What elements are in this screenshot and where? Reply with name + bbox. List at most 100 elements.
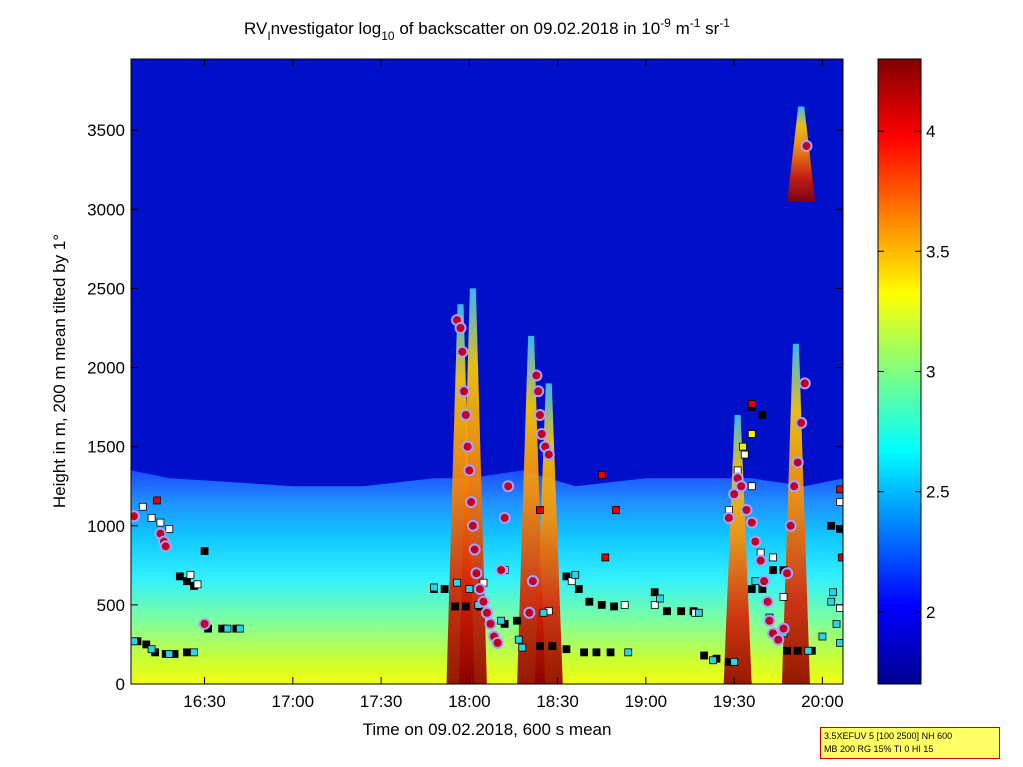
x-tick-label: 17:00 bbox=[272, 692, 315, 711]
layer-top-circle-marker bbox=[473, 583, 486, 596]
white-square-marker bbox=[620, 600, 629, 609]
black-square-marker bbox=[793, 646, 802, 655]
red-square-marker bbox=[597, 471, 606, 480]
layer-top-circle-marker bbox=[459, 409, 472, 422]
cyan-square-marker bbox=[235, 624, 244, 633]
black-square-marker bbox=[677, 607, 686, 616]
x-tick-label: 16:30 bbox=[183, 692, 226, 711]
layer-top-circle-marker bbox=[761, 595, 774, 608]
black-square-marker bbox=[769, 566, 777, 574]
cyan-square-marker bbox=[709, 656, 717, 665]
layer-top-circle-marker bbox=[498, 511, 511, 524]
black-square-marker bbox=[440, 585, 449, 593]
black-square-marker bbox=[650, 588, 659, 597]
plot-frame bbox=[130, 58, 844, 685]
white-square-marker bbox=[138, 502, 147, 511]
cyan-square-marker bbox=[165, 650, 174, 658]
black-square-marker bbox=[592, 648, 601, 657]
colorbar-tick-label: 2 bbox=[926, 603, 935, 622]
layer-top-circle-marker bbox=[535, 428, 548, 440]
red-square-marker bbox=[536, 506, 544, 514]
white-square-marker bbox=[740, 450, 749, 459]
cyan-square-marker bbox=[518, 643, 527, 652]
black-square-marker bbox=[183, 648, 191, 657]
y-tick-label: 3500 bbox=[87, 121, 125, 140]
layer-top-circle-marker bbox=[772, 633, 785, 646]
cyan-square-marker bbox=[465, 585, 474, 593]
black-square-marker bbox=[562, 645, 571, 654]
black-square-marker bbox=[580, 648, 588, 657]
layer-top-circle-marker bbox=[800, 140, 813, 153]
layer-top-circle-marker bbox=[198, 617, 211, 630]
colorbar-tick-label: 2.5 bbox=[926, 483, 950, 502]
layer-top-circle-marker bbox=[458, 385, 471, 398]
x-tick-label: 18:00 bbox=[448, 692, 491, 711]
x-tick-label: 17:30 bbox=[360, 692, 403, 711]
layer-top-circle-marker bbox=[461, 440, 474, 453]
layer-top-circle-marker bbox=[788, 480, 801, 493]
layer-top-circle-marker bbox=[530, 369, 543, 382]
cyan-square-marker bbox=[827, 597, 836, 606]
black-square-marker bbox=[513, 616, 521, 625]
yellow-square-marker bbox=[739, 442, 747, 451]
black-square-marker bbox=[548, 642, 557, 650]
plume-6 bbox=[787, 106, 816, 202]
black-square-marker bbox=[562, 572, 571, 581]
layer-top-circle-marker bbox=[735, 480, 748, 493]
white-square-marker bbox=[156, 518, 165, 527]
y-tick-label: 3000 bbox=[87, 200, 125, 219]
colorbar-tick-label: 4 bbox=[926, 122, 935, 141]
layer-top-circle-marker bbox=[456, 345, 469, 358]
cyan-square-marker bbox=[497, 616, 506, 625]
white-square-marker bbox=[147, 513, 156, 522]
cyan-square-marker bbox=[453, 578, 461, 587]
x-tick-label: 18:30 bbox=[536, 692, 579, 711]
info-line-2: MB 200 RG 15% TI 0 HI 15 bbox=[824, 744, 934, 754]
layer-top-circle-marker bbox=[465, 496, 478, 509]
white-square-marker bbox=[650, 600, 659, 609]
black-square-marker bbox=[536, 642, 544, 650]
layer-top-circle-marker bbox=[763, 614, 776, 627]
cyan-square-marker bbox=[190, 648, 198, 657]
black-square-marker bbox=[758, 411, 767, 419]
cyan-square-marker bbox=[514, 635, 523, 644]
cyan-square-marker bbox=[571, 570, 580, 579]
black-square-marker bbox=[142, 640, 151, 649]
cyan-square-marker bbox=[829, 588, 837, 597]
colorbar-gradient bbox=[877, 58, 922, 685]
layer-top-circle-marker bbox=[495, 564, 508, 577]
cyan-square-marker bbox=[751, 577, 760, 586]
red-square-marker bbox=[836, 485, 843, 494]
red-square-marker bbox=[747, 400, 756, 408]
cyan-square-marker bbox=[223, 624, 232, 633]
layer-top-circle-marker bbox=[777, 622, 790, 635]
cyan-square-marker bbox=[656, 594, 664, 603]
red-square-marker bbox=[611, 506, 620, 514]
y-tick-label: 0 bbox=[116, 675, 125, 694]
detection-markers bbox=[131, 140, 843, 666]
layer-top-circle-marker bbox=[481, 606, 493, 619]
layer-top-circle-marker bbox=[791, 456, 804, 469]
layer-top-circle-marker bbox=[784, 519, 797, 532]
cyan-square-marker bbox=[836, 638, 843, 647]
y-tick-label: 500 bbox=[97, 596, 125, 615]
yellow-square-marker bbox=[747, 430, 756, 438]
layer-top-circle-marker bbox=[728, 488, 741, 501]
white-square-marker bbox=[779, 593, 788, 601]
cyan-square-marker bbox=[818, 632, 827, 641]
layer-top-circle-marker bbox=[542, 448, 555, 461]
layer-top-circle-marker bbox=[740, 503, 753, 516]
layer-top-circle-marker bbox=[454, 321, 467, 334]
y-tick-label: 1500 bbox=[87, 438, 125, 457]
white-square-marker bbox=[769, 553, 777, 562]
colorbar: 2 2.5 3 3.5 4 bbox=[877, 58, 950, 685]
black-square-marker bbox=[783, 646, 791, 655]
red-square-marker bbox=[837, 553, 843, 562]
colorbar-ticks: 2 2.5 3 3.5 4 bbox=[878, 122, 950, 622]
black-square-marker bbox=[451, 602, 460, 611]
cyan-square-marker bbox=[430, 583, 438, 592]
layer-top-circle-marker bbox=[491, 636, 504, 649]
white-square-marker bbox=[747, 482, 756, 491]
layer-top-circle-marker bbox=[468, 543, 481, 556]
